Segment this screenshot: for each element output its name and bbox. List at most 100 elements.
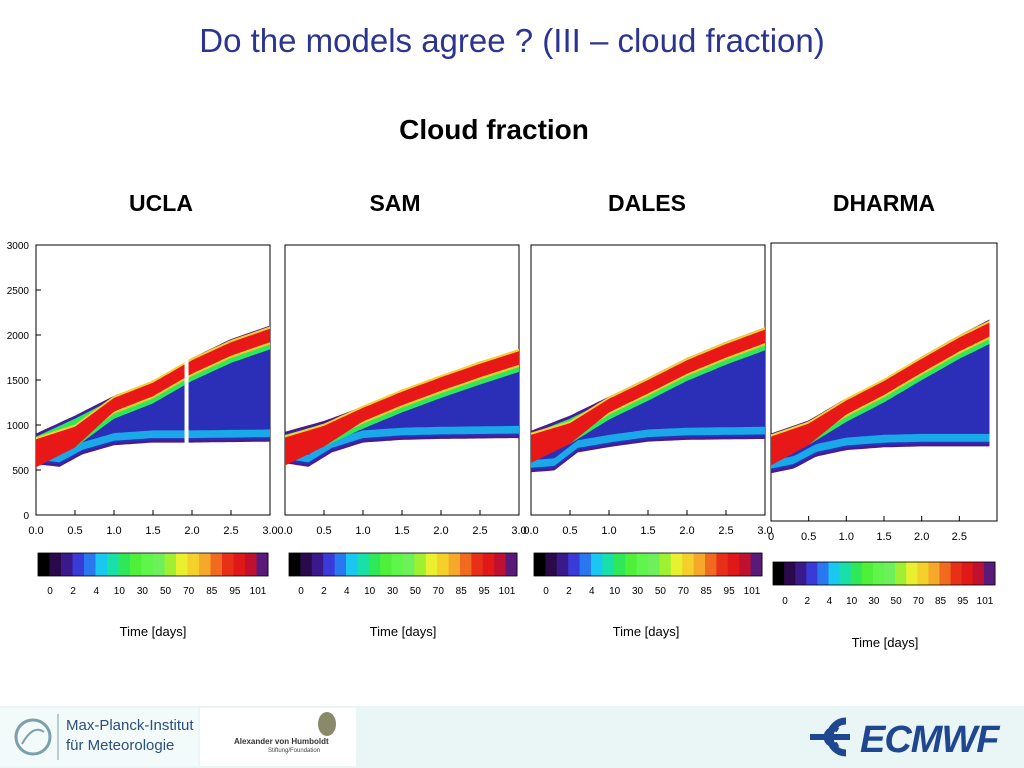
x-tick-label: 2.5 (718, 525, 733, 537)
colorbar-swatch (95, 553, 108, 576)
colorbar-swatch (806, 562, 818, 585)
colorbar-swatch (437, 553, 450, 576)
colorbar-swatch (471, 553, 484, 576)
model-label-sam: SAM (369, 190, 421, 216)
colorbar-swatch (448, 553, 461, 576)
colorbar-swatch (245, 553, 257, 576)
colorbar-swatch (750, 553, 763, 576)
data-gap (184, 246, 189, 514)
colorbar-swatch (972, 562, 985, 585)
x-tick-label: 1.5 (145, 525, 160, 537)
colorbar-swatch (613, 553, 626, 576)
colorbar-swatch (950, 562, 963, 585)
colorbar-swatch (38, 553, 50, 576)
colorbar-swatch (884, 562, 896, 585)
x-tick-label: 1.5 (394, 525, 409, 537)
x-tick-label: 3.0 (511, 525, 526, 537)
ecmwf-logo-icon (810, 717, 850, 757)
colorbar-tick-label: 10 (609, 586, 621, 597)
colorbar-swatch (983, 562, 996, 585)
colorbar-tick-label: 10 (846, 596, 858, 607)
colorbar-swatch (850, 562, 863, 585)
chart-ucla: 0.0 0.5 1.0 1.5 2.0 2.5 3.00500100015002000250… (7, 241, 278, 639)
colorbar-swatch (591, 553, 603, 576)
x-axis-label: Time [days] (613, 624, 680, 639)
ecmwf-logo-text: ECMWF (860, 719, 1000, 761)
colorbar-swatch (795, 562, 807, 585)
colorbar-tick-label: 85 (206, 586, 218, 597)
colorbar-swatch (784, 562, 796, 585)
x-axis-label: Time [days] (852, 635, 919, 650)
mpi-logo-text-line1: Max-Planck-Institut (66, 717, 194, 734)
colorbar-swatch (906, 562, 918, 585)
colorbar-swatch (391, 553, 404, 576)
x-tick-label: 0.5 (562, 525, 577, 537)
footer-logos (0, 708, 850, 766)
cloud-fraction-charts: 0.0 0.5 1.0 1.5 2.0 2.5 3.00500100015002000250… (7, 241, 998, 650)
colorbar-swatch (323, 553, 336, 576)
colorbar-swatch (187, 553, 200, 576)
x-tick-label: 2.5 (223, 525, 238, 537)
footer-bar: Max-Planck-Institut für Meteorologie Ale… (0, 706, 1024, 768)
x-axis-label: Time [days] (120, 624, 187, 639)
x-tick-label: 1.0 (106, 525, 121, 537)
x-tick-label: 2.0 (914, 531, 929, 543)
x-tick-label: 0.5 (801, 531, 816, 543)
colorbar-swatch (505, 553, 518, 576)
model-label-ucla: UCLA (129, 190, 193, 216)
colorbar-swatch (482, 553, 495, 576)
x-tick-label: 0.5 (316, 525, 331, 537)
chart-dharma: 0 0.5 1.0 1.5 2.0 2.5 0 2 4 10 30 50 70 85 95 101 Time [… (768, 242, 998, 650)
x-tick-label: 1.5 (640, 525, 655, 537)
x-axis-label: Time [days] (370, 624, 437, 639)
x-tick-label: 3.0 (262, 525, 277, 537)
colorbar-tick-label: 95 (229, 586, 241, 597)
colorbar-tick-label: 4 (589, 586, 595, 597)
colorbar-swatch (289, 553, 301, 576)
colorbar-tick-label: 50 (655, 586, 667, 597)
colorbar-tick-label: 4 (344, 586, 350, 597)
mpi-logo-panel (0, 708, 198, 766)
colorbar-swatch (357, 553, 370, 576)
y-tick-label: 1000 (7, 421, 30, 432)
colorbar-tick-label: 2 (321, 586, 327, 597)
cloud-base-layer (285, 425, 519, 463)
colorbar-swatch (556, 553, 569, 576)
colorbar-tick-label: 70 (678, 586, 690, 597)
colorbar-swatch (107, 553, 119, 576)
colorbar-swatch (61, 553, 73, 576)
colorbar-swatch (648, 553, 660, 576)
humboldt-logo-subtext: Stiftung/Foundation (268, 748, 321, 754)
colorbar-tick-label: 101 (250, 586, 267, 597)
colorbar-swatch (939, 562, 952, 585)
colorbar-swatch (176, 553, 188, 576)
colorbar-swatch (130, 553, 142, 576)
colorbar-swatch (84, 553, 96, 576)
cloud-base-layer (36, 429, 270, 463)
colorbar-swatch (141, 553, 154, 576)
colorbar-swatch (828, 562, 841, 585)
colorbar-swatch (210, 553, 223, 576)
cloud-core-early (285, 406, 367, 466)
x-tick-label: 0.0 (28, 525, 43, 537)
colorbar-swatch (222, 553, 234, 576)
colorbar-swatch (773, 562, 785, 585)
x-tick-label: 0 (768, 531, 774, 543)
x-tick-label: 2.0 (679, 525, 694, 537)
x-tick-label: 2.0 (433, 525, 448, 537)
colorbar-swatch (928, 562, 940, 585)
colorbar-swatch (425, 553, 438, 576)
colorbar-swatch (403, 553, 415, 576)
colorbar-swatch (872, 562, 885, 585)
chart-dales: 0.0 0.5 1.0 1.5 2.0 2.5 3.00 2 4 10 30 50 70 85 95 101T… (523, 244, 773, 639)
colorbar-tick-label: 0 (298, 586, 304, 597)
colorbar-swatch (839, 562, 852, 585)
colorbar-swatch (494, 553, 507, 576)
x-tick-label: 3.0 (757, 525, 772, 537)
colorbar-frame (772, 561, 996, 586)
colorbar-swatch (568, 553, 581, 576)
colorbar-swatch (380, 553, 393, 576)
x-tick-label: 2.0 (184, 525, 199, 537)
colorbar-tick-label: 50 (410, 586, 422, 597)
colorbar-swatch (602, 553, 615, 576)
